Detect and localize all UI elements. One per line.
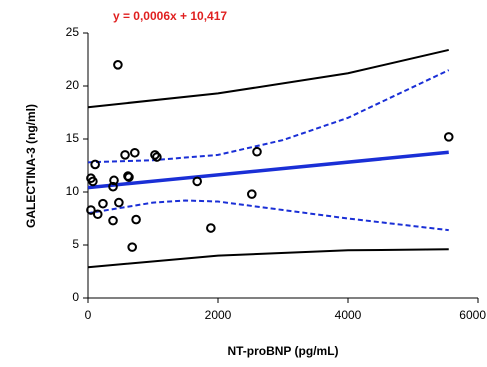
y-tick-label: 10: [66, 184, 80, 198]
point: [252, 146, 262, 157]
fit-line: [87, 150, 449, 190]
y-axis-label: GALECTINA-3 (ng/ml): [24, 104, 38, 228]
point: [247, 189, 257, 199]
point: [92, 209, 103, 220]
x-tick-label: 6000: [459, 308, 486, 322]
point: [152, 152, 162, 162]
y-tick-label: 5: [72, 237, 79, 251]
point: [114, 197, 124, 208]
y-tick-label: 15: [66, 131, 80, 145]
point: [124, 172, 134, 182]
point: [88, 176, 98, 187]
y-tick-label: 25: [66, 25, 80, 39]
point: [192, 176, 202, 187]
point: [90, 159, 100, 170]
point: [131, 214, 141, 225]
x-tick-label: 0: [85, 308, 92, 322]
point: [150, 150, 160, 160]
point: [113, 60, 123, 70]
point: [127, 242, 137, 252]
point: [120, 150, 130, 160]
point: [109, 175, 119, 186]
fit-line: [87, 199, 449, 232]
equation: y = 0,0006x + 10,417: [113, 9, 227, 23]
point: [108, 215, 118, 226]
x-axis-label: NT-proBNP (pg/mL): [227, 344, 338, 358]
point: [130, 147, 140, 158]
point: [108, 181, 118, 192]
y-tick-label: 20: [66, 78, 80, 92]
point: [86, 205, 96, 215]
y-tick-label: 0: [72, 290, 79, 304]
fit-line: [87, 248, 449, 269]
point: [443, 132, 454, 142]
x-tick-label: 2000: [205, 308, 232, 322]
point: [206, 223, 216, 233]
fit-line: [87, 69, 450, 164]
fit-line: [87, 48, 449, 109]
x-tick-label: 4000: [335, 308, 362, 322]
point: [98, 198, 108, 209]
